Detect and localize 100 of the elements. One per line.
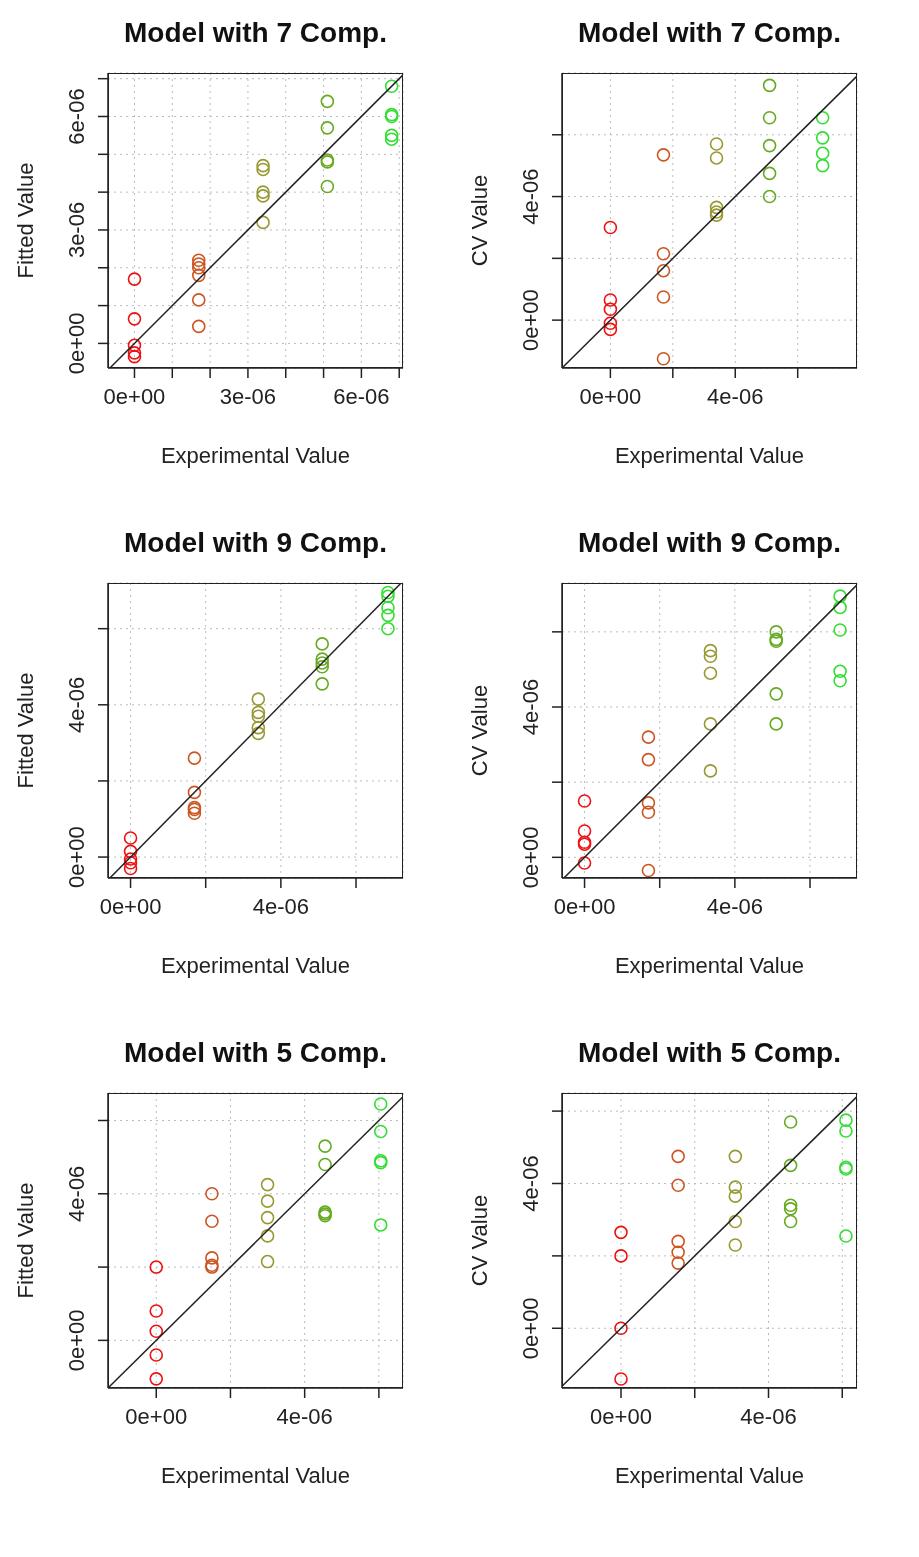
point [315, 677, 329, 691]
point [728, 1189, 743, 1203]
point [703, 717, 718, 731]
point [256, 185, 270, 199]
chart-title: Model with 5 Comp. [577, 1036, 842, 1070]
point [381, 600, 395, 615]
point [671, 1245, 685, 1260]
point [703, 666, 718, 680]
point [320, 94, 335, 109]
point [320, 121, 335, 135]
point [614, 1225, 628, 1240]
point [577, 824, 592, 838]
point [373, 1218, 388, 1232]
y-tick-label: 4e-06 [518, 678, 543, 736]
point [762, 138, 777, 153]
x-tick-label: 0e+00 [125, 1404, 188, 1429]
point [384, 132, 399, 146]
point [641, 752, 656, 767]
point [783, 1115, 798, 1129]
point [641, 863, 656, 878]
point [205, 1186, 219, 1201]
point [839, 1113, 853, 1127]
y-axis-title: Fitted Value [12, 162, 38, 279]
point [260, 1254, 275, 1269]
y-tick-label: 4e-06 [518, 168, 543, 225]
y-tick-label: 0e+00 [518, 289, 543, 352]
x-tick-label: 4e-06 [276, 1404, 333, 1429]
point [191, 319, 206, 334]
point [762, 166, 777, 181]
point [205, 1251, 219, 1265]
point [815, 131, 830, 145]
x-tick-label: 0e+00 [579, 384, 642, 409]
point [656, 246, 671, 261]
point [815, 146, 830, 161]
point [320, 179, 335, 194]
point [728, 1180, 743, 1194]
point [783, 1198, 798, 1213]
y-tick-label: 4e-06 [64, 676, 89, 733]
y-tick-label: 4e-06 [64, 1165, 89, 1222]
point [127, 349, 142, 364]
point [603, 220, 618, 235]
point [256, 215, 270, 230]
x-tick-label: 6e-06 [333, 384, 390, 409]
point [251, 720, 266, 735]
y-axis-title: CV Value [466, 174, 492, 267]
point [656, 290, 671, 304]
point [187, 751, 202, 765]
point [123, 844, 138, 859]
point [815, 158, 830, 173]
point [833, 600, 847, 615]
point [373, 1124, 388, 1139]
point [315, 656, 329, 670]
point [191, 253, 206, 268]
point [641, 796, 656, 810]
y-axis-title: Fitted Value [12, 1182, 38, 1299]
point [762, 189, 777, 204]
point [709, 151, 724, 165]
point [315, 659, 329, 674]
point [187, 806, 202, 821]
x-axis-title: Experimental Value [160, 953, 351, 978]
point [603, 293, 618, 307]
point [783, 1158, 798, 1173]
y-axis-title: Fitted Value [12, 672, 38, 789]
x-axis-title: Experimental Value [614, 1463, 805, 1488]
point [709, 137, 724, 151]
point [123, 831, 138, 845]
x-axis-title: Experimental Value [614, 953, 805, 978]
point [256, 158, 270, 173]
chart-title: Model with 9 Comp. [577, 526, 842, 560]
point [603, 316, 618, 331]
point [260, 1229, 275, 1243]
point [251, 705, 266, 720]
point [191, 268, 206, 283]
point [641, 805, 656, 820]
point [384, 128, 399, 143]
point [149, 1324, 164, 1338]
point [603, 322, 618, 337]
point [833, 673, 847, 688]
point [256, 189, 270, 203]
point [839, 1124, 853, 1138]
point [149, 1372, 164, 1386]
point [260, 1194, 275, 1208]
point [839, 1229, 853, 1243]
point [318, 1157, 332, 1172]
point [783, 1214, 798, 1229]
point [381, 621, 395, 636]
y-axis-title: CV Value [466, 684, 492, 777]
x-axis-title: Experimental Value [160, 1463, 351, 1488]
point [671, 1234, 685, 1249]
point [381, 608, 395, 623]
chart-title: Model with 5 Comp. [123, 1036, 388, 1070]
y-tick-label: 4e-06 [518, 1155, 543, 1212]
point [127, 346, 142, 360]
point [384, 79, 399, 94]
x-tick-label: 3e-06 [219, 384, 277, 409]
point [381, 585, 395, 600]
point [251, 709, 266, 724]
point [123, 855, 138, 870]
point [127, 338, 142, 353]
point [762, 110, 777, 125]
